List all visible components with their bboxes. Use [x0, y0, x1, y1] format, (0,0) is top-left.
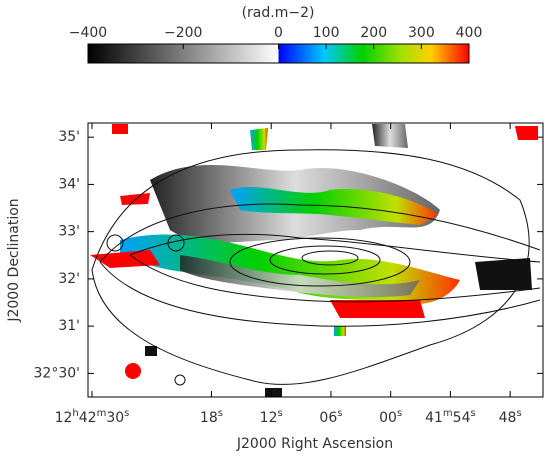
- x-tick-label: 18s: [200, 408, 223, 426]
- y-tick-label: 32': [58, 271, 80, 287]
- colorbar-tick-label: −200: [164, 25, 202, 41]
- y-tick-label: 32°30': [34, 365, 80, 381]
- colorbar-tick-label: 100: [313, 25, 340, 41]
- plot-frame: [87, 122, 544, 398]
- y-tick-label: 34': [58, 176, 80, 192]
- y-axis-label: J2000 Declination: [6, 198, 22, 322]
- x-axis-label: J2000 Right Ascension: [236, 436, 393, 452]
- map: [90, 124, 541, 397]
- x-tick-label: 12h42m30s: [55, 408, 130, 426]
- colorbar-tick-label: 0: [274, 25, 283, 41]
- colorbar-tick-label: 400: [456, 25, 483, 41]
- x-tick-label: 12s: [260, 408, 283, 426]
- colorbar-tick-label: 200: [360, 25, 387, 41]
- y-tick-label: 35': [58, 129, 80, 145]
- colorbar-label: (rad.m−2): [242, 5, 315, 21]
- colorbar-tick-label: −400: [69, 25, 107, 41]
- x-tick-label: 06s: [319, 408, 342, 426]
- colorbar-tick-label: 300: [408, 25, 435, 41]
- x-tick-label: 41m54s: [425, 408, 476, 426]
- x-tick-label: 48s: [499, 408, 522, 426]
- x-tick-label: 00s: [379, 408, 402, 426]
- y-tick-label: 31': [58, 318, 80, 334]
- y-tick-label: 33': [58, 224, 80, 240]
